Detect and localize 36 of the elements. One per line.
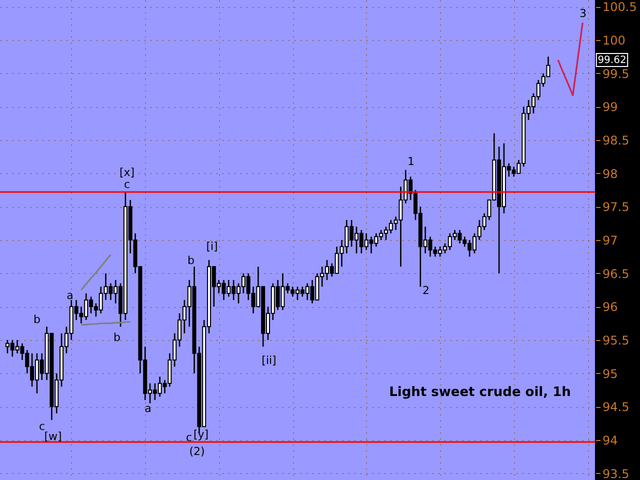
y-tick-label: 100 [602, 34, 626, 48]
annotation: 1 [408, 155, 414, 168]
annotation: a [66, 289, 74, 302]
annotation: [i] [206, 240, 218, 253]
y-tick-label: 95 [602, 366, 618, 381]
y-tick-label: 96 [602, 300, 618, 314]
annotation: [ii] [262, 354, 276, 367]
y-tick-label: 100.5 [602, 0, 637, 14]
annotation: b [188, 254, 195, 267]
annotation: b [114, 331, 121, 344]
y-tick-label: 99 [602, 100, 618, 114]
y-tick-label: 95.5 [602, 334, 630, 348]
y-tick-label: 98 [602, 166, 618, 181]
annotation: (2) [189, 445, 205, 458]
y-tick-label: 97.5 [602, 200, 630, 214]
text: 99.62 [598, 55, 626, 66]
annotation: [y] [193, 428, 209, 441]
y-tick-label: 93.5 [602, 466, 630, 480]
y-tick-label: 97 [602, 234, 618, 248]
line-series [557, 22, 584, 96]
annotation: 3 [580, 7, 586, 20]
annotation: [x] [119, 166, 135, 179]
y-tick-label: 94 [602, 434, 618, 448]
annotation: 2 [422, 284, 430, 297]
annotation: c [38, 420, 46, 433]
annotation: b [34, 313, 41, 326]
y-tick-label: 96.5 [602, 266, 630, 281]
y-tick-label: 99.5 [602, 66, 630, 81]
annotation: c [124, 178, 130, 191]
annotation: [w] [44, 430, 62, 443]
line-series [80, 254, 112, 291]
annotation: a [144, 402, 152, 415]
text: Light sweet crude oil, 1h [389, 385, 571, 400]
y-tick-label: 94.5 [602, 400, 630, 414]
y-tick-label: 98.5 [602, 134, 630, 148]
annotation: c [186, 431, 192, 444]
